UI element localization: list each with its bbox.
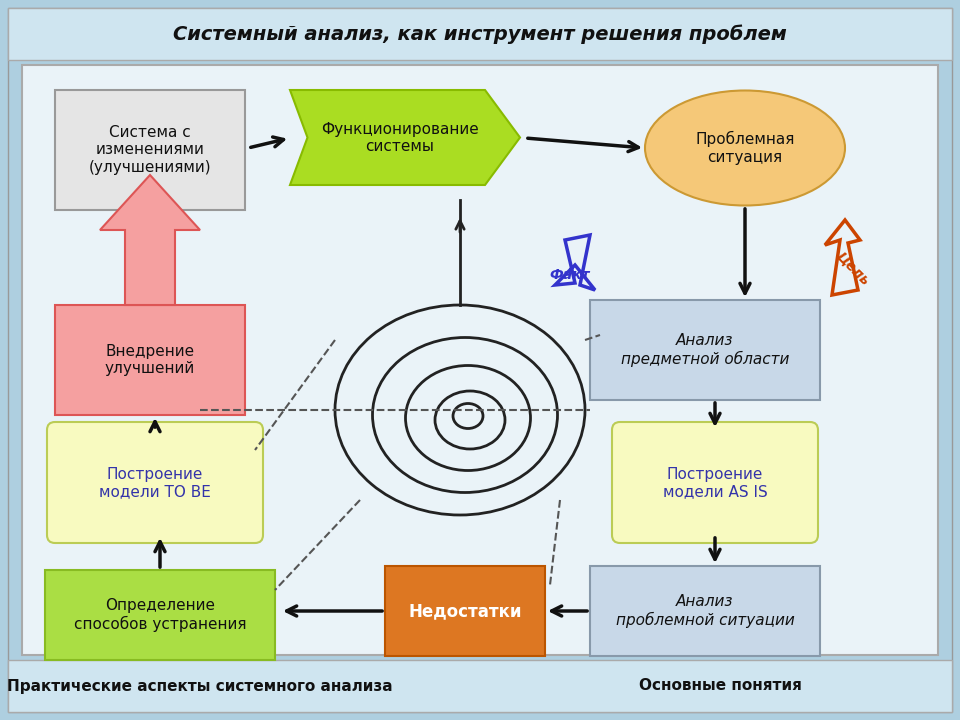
Text: Определение
способов устранения: Определение способов устранения bbox=[74, 598, 247, 632]
Text: Системный анализ, как инструмент решения проблем: Системный анализ, как инструмент решения… bbox=[173, 24, 787, 44]
FancyBboxPatch shape bbox=[8, 8, 952, 60]
FancyBboxPatch shape bbox=[55, 305, 245, 415]
Text: Внедрение
улучшений: Внедрение улучшений bbox=[105, 344, 195, 376]
FancyBboxPatch shape bbox=[612, 422, 818, 543]
FancyBboxPatch shape bbox=[590, 566, 820, 656]
Polygon shape bbox=[290, 90, 520, 185]
Ellipse shape bbox=[645, 91, 845, 205]
FancyBboxPatch shape bbox=[590, 300, 820, 400]
Text: Анализ
предметной области: Анализ предметной области bbox=[621, 333, 789, 367]
Text: Основные понятия: Основные понятия bbox=[638, 678, 802, 693]
Text: Проблемная
ситуация: Проблемная ситуация bbox=[695, 131, 795, 165]
FancyBboxPatch shape bbox=[385, 566, 545, 656]
FancyBboxPatch shape bbox=[47, 422, 263, 543]
FancyBboxPatch shape bbox=[45, 570, 275, 660]
Text: Функционирование
системы: Функционирование системы bbox=[322, 122, 479, 154]
Text: Построение
модели ТО ВЕ: Построение модели ТО ВЕ bbox=[99, 467, 211, 499]
Text: Построение
модели AS IS: Построение модели AS IS bbox=[662, 467, 767, 499]
FancyBboxPatch shape bbox=[8, 8, 952, 712]
Text: Факт: Факт bbox=[550, 268, 590, 282]
FancyBboxPatch shape bbox=[55, 90, 245, 210]
Text: Система с
изменениями
(улучшениями): Система с изменениями (улучшениями) bbox=[88, 125, 211, 175]
Text: Недостатки: Недостатки bbox=[408, 602, 521, 620]
Polygon shape bbox=[100, 175, 200, 305]
Text: Анализ
проблемной ситуации: Анализ проблемной ситуации bbox=[615, 594, 794, 628]
FancyBboxPatch shape bbox=[8, 660, 952, 712]
FancyBboxPatch shape bbox=[22, 65, 938, 655]
Text: Цель: Цель bbox=[833, 248, 873, 287]
Text: Практические аспекты системного анализа: Практические аспекты системного анализа bbox=[7, 678, 393, 693]
